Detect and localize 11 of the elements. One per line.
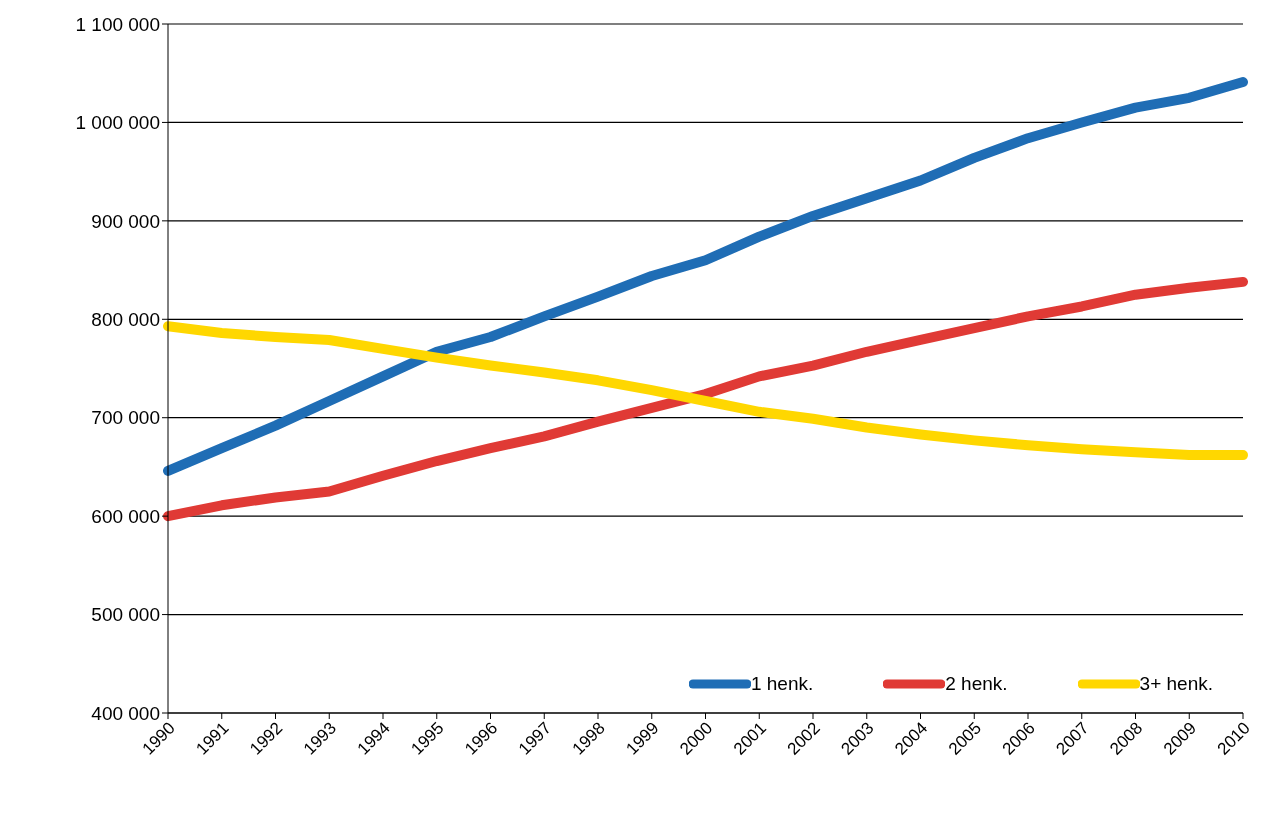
y-tick-label: 500 000 <box>91 604 160 626</box>
y-tick-label: 800 000 <box>91 309 160 331</box>
legend-label: 3+ henk. <box>1139 673 1213 695</box>
legend-label: 1 henk. <box>750 673 814 695</box>
y-tick-label: 600 000 <box>91 505 160 527</box>
y-tick-label: 400 000 <box>91 702 160 724</box>
y-tick-label: 700 000 <box>91 407 160 429</box>
y-tick-label: 1 100 000 <box>75 13 160 35</box>
legend-label: 2 henk. <box>945 673 1008 695</box>
y-tick-label: 900 000 <box>91 210 160 232</box>
y-tick-label: 1 000 000 <box>75 112 160 134</box>
